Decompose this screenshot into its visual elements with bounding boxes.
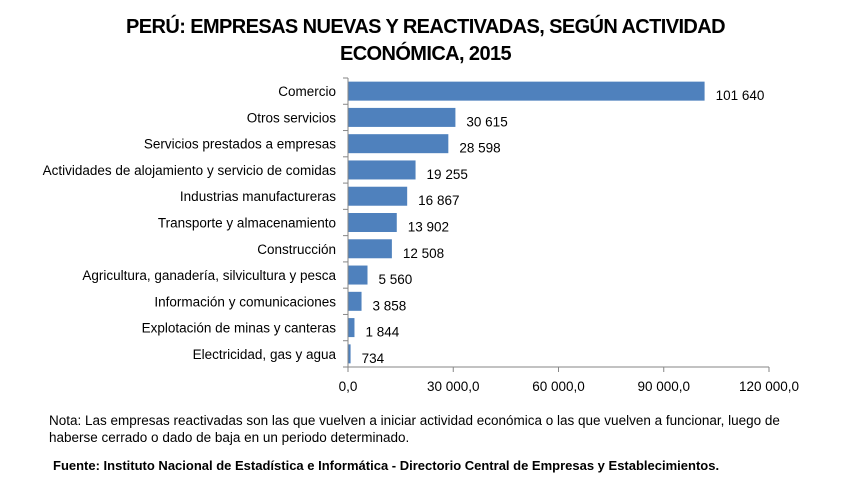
value-label: 1 844 <box>365 325 399 340</box>
category-label: Otros servicios <box>247 110 337 125</box>
value-label: 3 858 <box>373 298 407 313</box>
category-label: Construcción <box>257 242 336 257</box>
bar-4 <box>348 160 416 180</box>
value-label: 19 255 <box>427 167 468 182</box>
value-label: 101 640 <box>716 88 765 103</box>
bar-2 <box>348 107 456 127</box>
bar-5 <box>348 186 408 206</box>
chart-source: Fuente: Instituto Nacional de Estadístic… <box>53 458 720 473</box>
value-label: 12 508 <box>403 246 444 261</box>
x-tick-label: 90 000,0 <box>637 379 690 394</box>
bar-7 <box>348 239 392 259</box>
value-label: 28 598 <box>459 141 500 156</box>
x-tick-label: 30 000,0 <box>427 379 480 394</box>
chart-title: PERÚ: EMPRESAS NUEVAS Y REACTIVADAS, SEG… <box>0 14 851 68</box>
bar-6 <box>348 213 397 232</box>
bar-3 <box>348 134 449 154</box>
value-label: 16 867 <box>418 193 459 208</box>
bar-9 <box>348 291 362 311</box>
category-label: Transporte y almacenamiento <box>158 216 336 231</box>
x-tick-label: 120 000,0 <box>739 379 799 394</box>
x-tick-label: 60 000,0 <box>532 379 585 394</box>
category-label: Comercio <box>278 84 336 99</box>
category-label: Actividades de alojamiento y servicio de… <box>43 163 337 178</box>
value-label: 734 <box>362 351 385 366</box>
value-label: 30 615 <box>466 114 507 129</box>
category-label: Información y comunicaciones <box>154 294 336 309</box>
chart-title-line-1: PERÚ: EMPRESAS NUEVAS Y REACTIVADAS, SEG… <box>126 16 725 38</box>
value-label: 5 560 <box>379 272 413 287</box>
category-label: Electricidad, gas y agua <box>193 347 337 362</box>
category-label: Agricultura, ganadería, silvicultura y p… <box>82 268 336 283</box>
category-label: Explotación de minas y canteras <box>142 321 337 336</box>
value-label: 13 902 <box>408 220 449 235</box>
category-label: Industrias manufactureras <box>180 189 336 204</box>
category-label: Servicios prestados a empresas <box>144 137 336 152</box>
bar-8 <box>348 265 368 285</box>
bar-1 <box>348 81 705 101</box>
chart-title-line-2: ECONÓMICA, 2015 <box>339 43 512 65</box>
x-tick-label: 0,0 <box>339 379 358 394</box>
bar-11 <box>348 344 351 364</box>
bar-10 <box>348 318 355 338</box>
chart-note: Nota: Las empresas reactivadas son las q… <box>49 413 780 445</box>
